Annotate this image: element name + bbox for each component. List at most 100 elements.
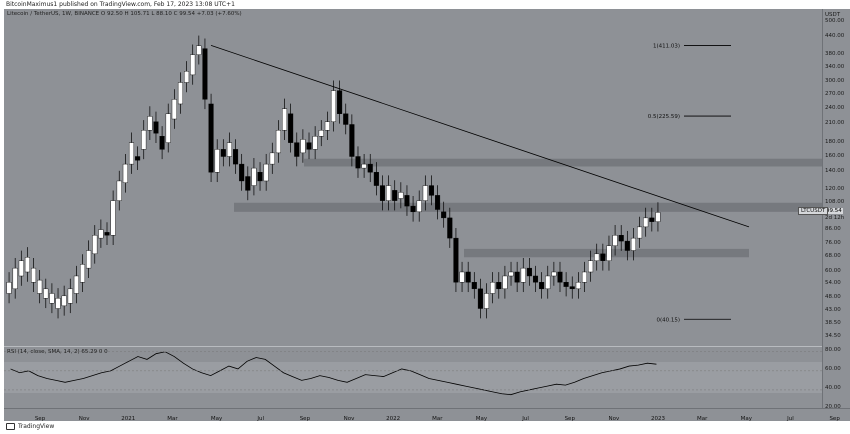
time-axis-label: 2023 [651,416,665,422]
candle-body [618,235,624,242]
candle-body [637,226,643,239]
candle-body [630,237,636,251]
candle-body [128,142,135,165]
candle-body [165,113,171,143]
time-axis-label: May [741,416,753,422]
candle-body [453,237,459,283]
rsi-band [4,362,822,393]
price-axis-tick: 210.00 [825,120,845,127]
candle-body [263,163,269,182]
time-axis-label: 2021 [121,416,135,422]
time-axis-svg: Sep Nov 2021 Mar May Jul Sep Nov 2022 Mar May Jul Se… [35,416,841,422]
candle-body [502,275,508,290]
candle-body [581,271,588,283]
price-tag-symbol: LTCUSDT [801,208,826,214]
candle-body [282,108,288,131]
candle-body [184,71,190,83]
candle-body [416,200,422,213]
candle-body [67,288,73,304]
support-resistance-zone [234,202,822,212]
candle-body [318,130,324,137]
candle-body [526,267,532,277]
rsi-pane[interactable]: RSI (14, close, SMA, 14, 2) 65.29 0 0 [4,346,822,409]
footer: TradingView [6,423,54,430]
candle-body [220,149,226,157]
time-axis-label: May [476,416,488,422]
candle-body [288,113,294,143]
candle-body [12,267,18,290]
candle-body [135,156,141,161]
candle-body [116,180,122,201]
candle-body [435,195,441,210]
candle-body [539,282,545,290]
symbol-legend: Litecoin / TetherUS, 1W, BINANCE O 92.50… [7,11,242,17]
candle-body [557,271,563,283]
candle-body [386,185,392,201]
candle-body [330,90,337,122]
candle-body [6,282,12,294]
time-axis-label: Nov [79,416,90,422]
rsi-axis-tick: 40.00 [825,384,841,391]
rsi-axis-tick: 20.00 [825,404,841,410]
candle-body [343,113,349,125]
candle-body [490,282,496,294]
candle-body [471,282,477,290]
price-axis-tick: 160.00 [825,152,845,159]
price-axis-tick: 43.00 [825,307,841,314]
price-axis-tick: 86.00 [825,225,841,232]
candle-body [233,149,239,165]
candle-body [655,212,661,222]
candle-body [441,211,447,219]
candle-body [73,275,79,294]
candle-body [208,103,214,173]
candle-body [24,257,30,273]
fib-level-label: 0.5(225.59) [648,114,680,120]
price-axis-tick: 270.00 [825,90,845,97]
time-axis-label: Nov [609,416,620,422]
candle-body [79,264,86,283]
fib-level-label: 1(411.03) [653,43,680,49]
candle-body [43,288,49,299]
price-axis-tick: 34.50 [825,333,841,340]
candle-body [202,48,208,100]
candle-body [551,271,557,277]
candle-body [251,167,257,186]
candle-body [575,282,581,290]
tradingview-logo-icon [6,423,15,430]
price-chart[interactable]: 1(411.03) 0.5(225.59) 0(40.15) Litecoin / … [4,9,822,346]
price-axis-tick: 500.00 [825,18,845,25]
price-axis-tick: 60.00 [825,267,841,274]
candle-body [624,240,630,251]
price-axis-tick: 180.00 [825,138,845,145]
price-axis-tick: 140.00 [825,168,845,175]
candle-body [398,192,404,199]
time-axis-label: Mar [167,416,178,422]
candle-body [459,271,465,283]
candle-body [612,235,618,246]
current-price-label: 99.54 [825,208,843,215]
candle-body [190,54,196,76]
candle-body [300,139,306,154]
support-resistance-zone [304,158,822,167]
candle-body [563,282,569,287]
candle-body [269,152,275,165]
time-axis[interactable]: Sep Nov 2021 Mar May Jul Sep Nov 2022 Mar May Jul Se… [4,408,850,422]
candle-body [214,149,220,173]
rsi-axis-tick: 80.00 [825,346,841,353]
time-axis-label: Mar [432,416,443,422]
candle-body [484,293,490,309]
candle-body [410,205,416,213]
rsi-line [10,351,657,396]
descending-trendline [210,45,750,228]
price-axis-tick: 440.00 [825,33,845,40]
time-axis-label: Sep [35,416,46,422]
candle-body [324,121,330,131]
candle-body [159,136,165,150]
candle-body [86,250,92,269]
price-axis-tick: 54.00 [825,280,841,287]
candle-body [306,142,312,150]
candle-body [447,217,453,239]
candle-body [294,142,300,157]
candle-body [31,267,37,283]
price-axis-tick: 240.00 [825,104,845,111]
